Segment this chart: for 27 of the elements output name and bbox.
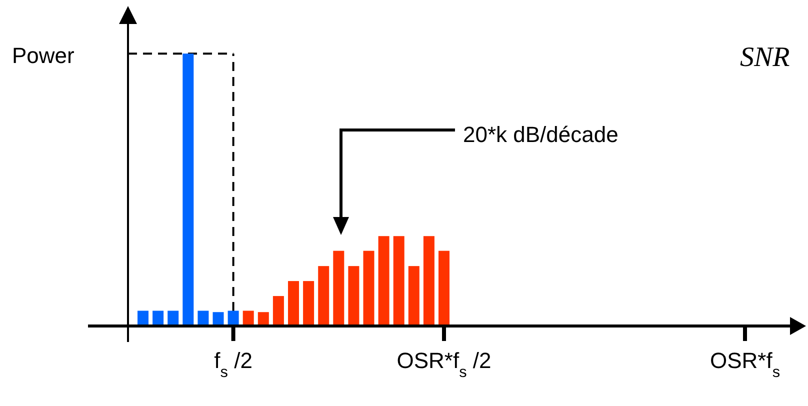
- bar: [242, 310, 254, 326]
- annotation: SNR: [740, 42, 790, 73]
- bar: [423, 236, 434, 326]
- bar: [152, 310, 164, 326]
- bar: [138, 310, 148, 326]
- annotation: 20*k dB/décade: [463, 122, 618, 147]
- bar: [212, 312, 224, 326]
- bar: [408, 266, 420, 326]
- bar: [393, 236, 404, 326]
- bar: [228, 310, 239, 326]
- bar: [303, 281, 314, 326]
- y-axis-title: Power: [12, 43, 74, 68]
- bar: [272, 296, 284, 326]
- bar: [378, 236, 390, 326]
- bar: [333, 250, 344, 326]
- bar: [198, 310, 209, 326]
- bar: [168, 310, 179, 326]
- bar: [363, 250, 374, 326]
- bar: [288, 281, 299, 326]
- x-tick-label: OSR*f$_{s}$: [710, 348, 780, 380]
- bar: [258, 312, 269, 326]
- bar: [318, 266, 330, 326]
- bar: [438, 250, 450, 326]
- bar: [348, 266, 360, 326]
- x-tick-label: OSR*f$_{s}$ /2: [396, 348, 492, 380]
- x-tick-label: f$_{s}$ /2: [214, 348, 252, 380]
- bar: [182, 54, 194, 326]
